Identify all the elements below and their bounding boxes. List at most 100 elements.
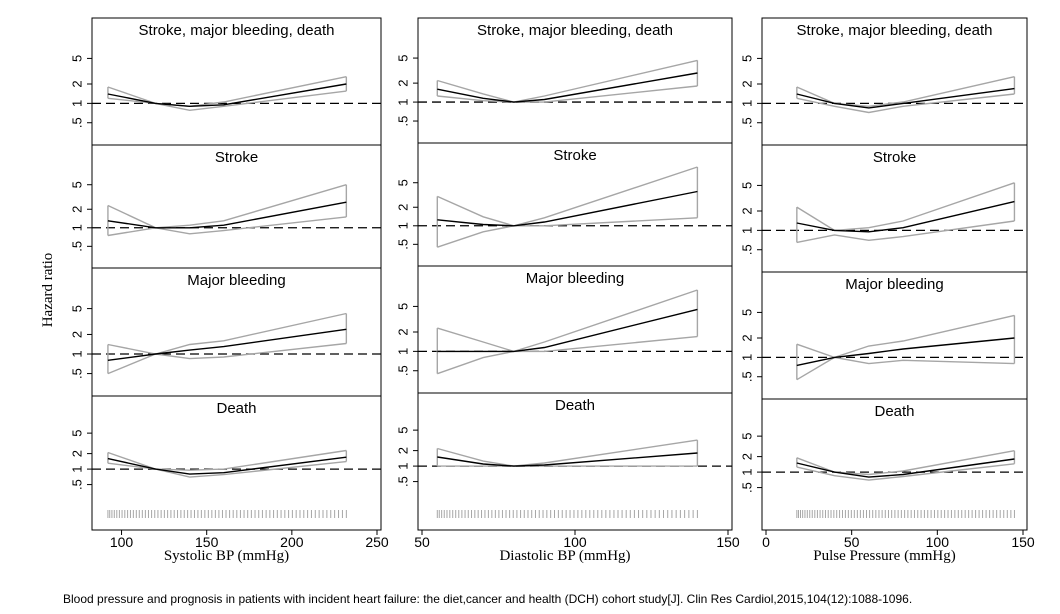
y-tick-label: 1 [69, 350, 84, 357]
x-tick-label: 100 [110, 534, 134, 550]
ci-lower-line [796, 220, 1015, 244]
ci-upper-line [796, 182, 1015, 232]
y-tick-label: 1 [739, 100, 754, 107]
y-tick-label: 1 [69, 100, 84, 107]
panel-title: Stroke, major bleeding, death [797, 22, 993, 39]
panel-title: Death [874, 403, 914, 420]
y-tick-label: 2 [739, 453, 754, 460]
y-tick-label: .5 [739, 482, 754, 493]
x-axis-label: Systolic BP (mmHg) [164, 548, 289, 564]
ci-lower-line [107, 90, 347, 112]
y-tick-label: 1 [395, 462, 410, 469]
estimate-line [107, 456, 347, 475]
panel-title: Stroke [553, 147, 596, 164]
figure-columns: Stroke, major bleeding, death.5125Stroke… [69, 17, 1035, 564]
estimate-line [796, 87, 1015, 109]
estimate-line [796, 458, 1015, 478]
panel-title: Major bleeding [526, 270, 624, 287]
panel-stroke: Stroke .5 1 2 5 [739, 144, 1027, 255]
y-tick-label: .5 [739, 244, 754, 255]
y-tick-label: 2 [739, 80, 754, 87]
y-tick-label: 2 [69, 80, 84, 87]
ci-upper-line [107, 184, 347, 229]
y-tick-label: 2 [69, 331, 84, 338]
ci-upper-line [796, 314, 1015, 359]
y-tick-label: 2 [395, 204, 410, 211]
ci-lower-line [107, 216, 347, 237]
y-tick-label: 5 [395, 179, 410, 186]
y-tick-label: .5 [395, 476, 410, 487]
y-tick-label: 1 [739, 468, 754, 475]
estimate-line [437, 308, 698, 353]
y-tick-label: 5 [739, 55, 754, 62]
y-tick-label: 5 [69, 55, 84, 62]
figure-caption: Blood pressure and prognosis in patients… [63, 592, 913, 606]
x-tick-label: 50 [414, 534, 430, 550]
column-2: Stroke, major bleeding, death.5125Stroke… [395, 17, 740, 564]
panel-title: Major bleeding [845, 276, 943, 293]
ci-lower-line [796, 463, 1015, 481]
rug [796, 510, 1015, 518]
column-frame [761, 17, 1028, 531]
y-tick-label: .5 [395, 365, 410, 376]
y-tick-label: .5 [739, 371, 754, 382]
y-tick-label: 5 [69, 305, 84, 312]
x-tick-label: 150 [1011, 534, 1035, 550]
x-axis-label: Pulse Pressure (mmHg) [813, 548, 956, 564]
ci-lower-line [796, 356, 1015, 381]
rug [436, 510, 698, 518]
ci-upper-line [437, 439, 698, 467]
y-tick-label: 2 [395, 447, 410, 454]
y-tick-label: 1 [69, 224, 84, 231]
x-tick-label: 150 [195, 534, 219, 550]
y-tick-label: 1 [69, 465, 84, 472]
x-tick-label: 150 [716, 534, 740, 550]
ci-lower-line [107, 460, 347, 478]
panel-death: Death .5 1 2 5 [69, 395, 381, 490]
x-axis-label: Diastolic BP (mmHg) [499, 548, 630, 564]
y-tick-label: 5 [395, 427, 410, 434]
y-tick-label: 1 [395, 348, 410, 355]
panel-death: Death .5 1 2 5 [395, 392, 732, 487]
y-tick-label: .5 [69, 117, 84, 128]
panel-title: Death [216, 400, 256, 417]
panel-death: Death .5 1 2 5 [739, 398, 1027, 493]
ci-upper-line [107, 449, 347, 471]
y-tick-label: 5 [395, 54, 410, 61]
x-tick-label: 50 [844, 534, 860, 550]
column-frame [91, 17, 382, 531]
y-tick-label: 2 [395, 80, 410, 87]
ci-lower-line [796, 93, 1015, 114]
y-tick-label: .5 [69, 368, 84, 379]
ci-upper-line [796, 76, 1015, 108]
rug [107, 510, 347, 518]
y-tick-label: 1 [395, 222, 410, 229]
y-tick-label: 1 [739, 354, 754, 361]
panel-major-bleeding: Major bleeding .5 1 2 5 [395, 265, 732, 376]
y-tick-label: 1 [395, 98, 410, 105]
y-tick-label: .5 [395, 239, 410, 250]
estimate-line [796, 337, 1015, 367]
y-tick-label: 5 [69, 181, 84, 188]
y-tick-label: .5 [69, 479, 84, 490]
panel-title: Stroke, major bleeding, death [477, 22, 673, 39]
ci-lower-line [107, 342, 347, 375]
y-tick-label: 2 [69, 206, 84, 213]
panel-stroke-major-bleeding-death: Stroke, major bleeding, death .5 1 2 5 [395, 22, 732, 126]
x-tick-label: 100 [563, 534, 587, 550]
estimate-line [107, 328, 347, 361]
x-tick-label: 200 [280, 534, 304, 550]
y-tick-label: 1 [739, 227, 754, 234]
y-tick-label: .5 [739, 117, 754, 128]
y-tick-label: 2 [739, 207, 754, 214]
ci-lower-line [437, 85, 698, 103]
panel-title: Death [555, 397, 595, 414]
y-tick-label: 5 [739, 182, 754, 189]
y-tick-label: 5 [739, 433, 754, 440]
estimate-line [437, 452, 698, 467]
y-tick-label: .5 [395, 116, 410, 127]
panel-title: Stroke [215, 149, 258, 166]
estimate-line [437, 72, 698, 103]
panel-major-bleeding: Major bleeding .5 1 2 5 [69, 267, 381, 379]
